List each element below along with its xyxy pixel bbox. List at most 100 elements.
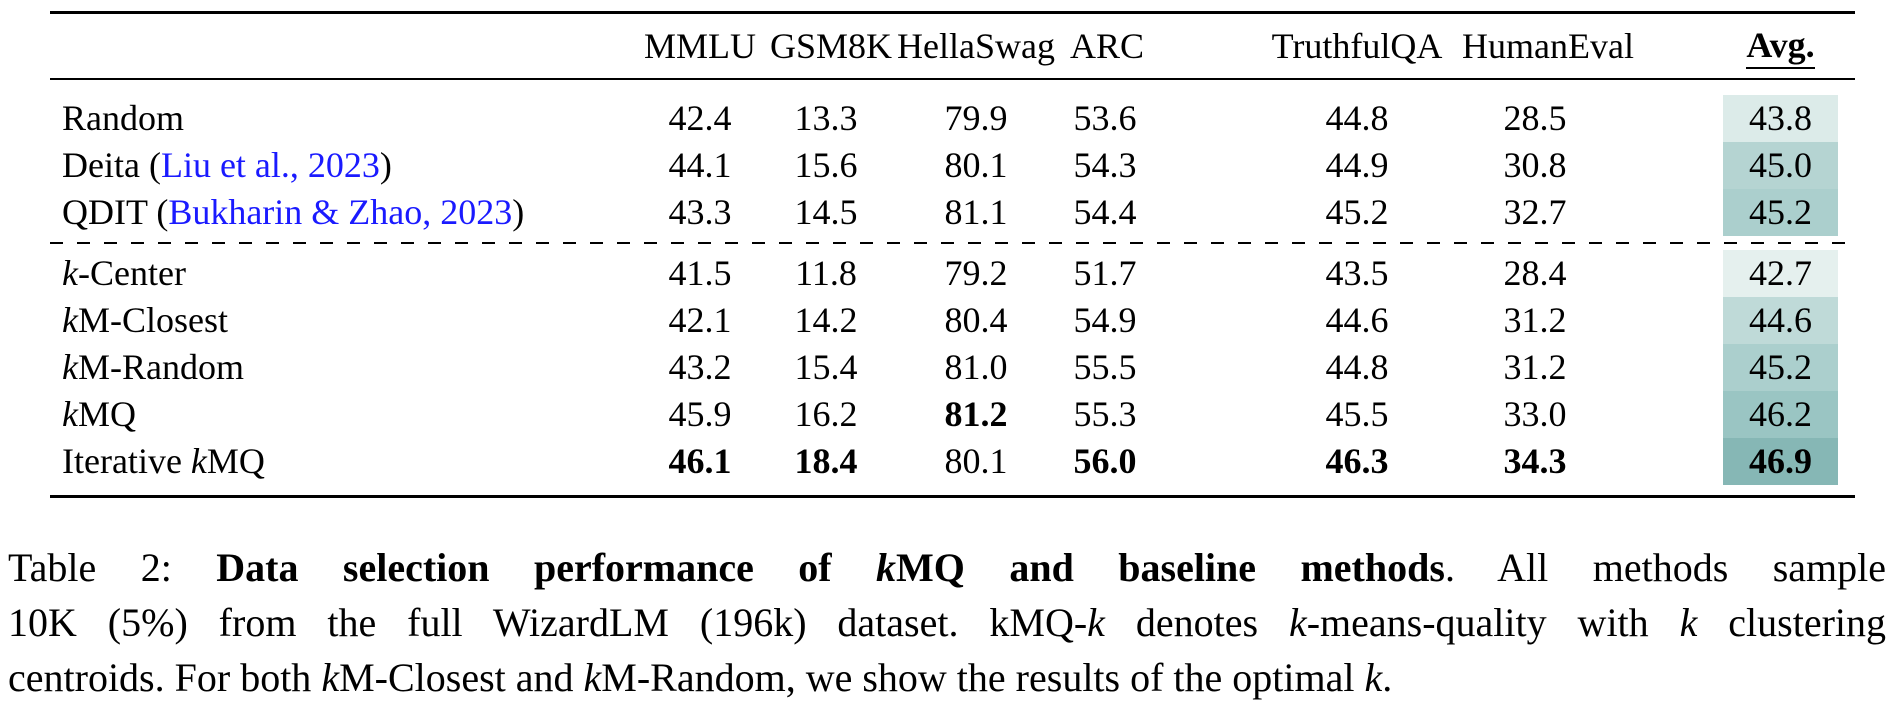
method-cell: QDIT (Bukharin & Zhao, 2023) — [50, 189, 630, 236]
score-cell: 44.8 — [1325, 347, 1389, 387]
score-cell: 55.5 — [1073, 347, 1137, 387]
text-segment: M-Random — [77, 347, 244, 387]
score-cell: 80.4 — [944, 300, 1008, 340]
table-header-row: MMLU GSM8K HellaSwag ARC TruthfulQA Huma… — [50, 14, 1855, 78]
score-cell: 30.8 — [1503, 145, 1567, 185]
column-header-mmlu: MMLU — [643, 26, 756, 66]
score-cell: 14.5 — [794, 192, 858, 232]
score-cell: 31.2 — [1503, 300, 1567, 340]
text-segment: Table 2: — [8, 545, 217, 590]
column-header-humaneval: HumanEval — [1462, 26, 1634, 66]
score-cell: 55.3 — [1073, 394, 1137, 434]
text-segment: 10K (5%) from the full WizardLM (196k) d… — [8, 600, 1088, 645]
text-segment: -Center — [77, 253, 186, 293]
text-segment: k — [62, 253, 78, 293]
score-cell: 45.9 — [668, 394, 732, 434]
score-cell: 45.5 — [1325, 394, 1389, 434]
text-segment: QDIT ( — [62, 192, 169, 232]
score-cell: 81.1 — [944, 192, 1008, 232]
score-cell: 80.1 — [944, 145, 1008, 185]
method-cell: Random — [50, 95, 630, 142]
text-segment: Random — [62, 98, 184, 138]
dashed-line — [50, 242, 1855, 244]
score-cell: 28.5 — [1503, 98, 1567, 138]
table-row: Iterative kMQ 46.1 18.4 80.1 56.0 46.3 34.3 46.… — [50, 438, 1855, 485]
column-header-gsm8k: GSM8K — [770, 26, 893, 66]
method-cell: kMQ — [50, 391, 630, 438]
method-cell: Deita (Liu et al., 2023) — [50, 142, 630, 189]
column-header-arc: ARC — [1070, 26, 1145, 66]
score-cell: 16.2 — [794, 394, 858, 434]
score-cell: 43.5 — [1325, 253, 1389, 293]
score-cell: 81.2 — [944, 394, 1008, 434]
table-header-rule — [50, 78, 1855, 80]
method-cell: k-Center — [50, 250, 630, 297]
text-segment: M-Closest — [77, 300, 228, 340]
table-row: Deita (Liu et al., 2023) 44.1 15.6 80.1 54.3… — [50, 142, 1855, 189]
method-cell: kM-Random — [50, 344, 630, 391]
score-cell: 13.3 — [794, 98, 858, 138]
method-cell: Iterative kMQ — [50, 438, 630, 485]
score-cell: 32.7 — [1503, 192, 1567, 232]
text-segment: denotes — [1104, 600, 1289, 645]
text-segment: k — [1364, 655, 1383, 700]
text-segment: k — [583, 655, 602, 700]
score-cell: 28.4 — [1503, 253, 1567, 293]
text-segment: . — [1382, 655, 1393, 700]
score-cell: 42.4 — [668, 98, 732, 138]
table-row: QDIT (Bukharin & Zhao, 2023) 43.3 14.5 81.1… — [50, 189, 1855, 236]
text-segment: k — [62, 394, 78, 434]
caption-line: centroids. For both kM-Closest and kM-Ra… — [8, 650, 1886, 705]
score-cell: 79.2 — [944, 253, 1008, 293]
avg-cell: 44.6 — [1723, 297, 1838, 344]
text-segment: centroids. For both — [8, 655, 322, 700]
score-cell: 14.2 — [794, 300, 858, 340]
table-row: kM-Random 43.2 15.4 81.0 55.5 44.8 31.2 45.2 — [50, 344, 1855, 391]
text-segment: MQ and baseline methods — [896, 545, 1445, 590]
score-cell: 43.3 — [668, 192, 732, 232]
avg-header-label: Avg. — [1746, 24, 1815, 69]
text-segment: MQ — [77, 394, 136, 434]
score-cell: 43.2 — [668, 347, 732, 387]
score-cell: 45.2 — [1325, 192, 1389, 232]
text-segment: k — [876, 545, 897, 590]
score-cell: 31.2 — [1503, 347, 1567, 387]
score-cell: 44.6 — [1325, 300, 1389, 340]
score-cell: 15.6 — [794, 145, 858, 185]
table-row: kM-Closest 42.1 14.2 80.4 54.9 44.6 31.2 44.6 — [50, 297, 1855, 344]
citation-link[interactable]: Liu et al., 2023 — [160, 145, 380, 185]
text-segment: Iterative — [62, 441, 191, 481]
table-caption: Table 2: Data selection performance of k… — [8, 540, 1886, 705]
score-cell: 46.3 — [1325, 441, 1389, 481]
text-segment: k — [1087, 600, 1105, 645]
table-row: k-Center 41.5 11.8 79.2 51.7 43.5 28.4 42.7 — [50, 250, 1855, 297]
score-cell: 11.8 — [795, 253, 857, 293]
avg-cell: 43.8 — [1723, 95, 1838, 142]
score-cell: 53.6 — [1073, 98, 1137, 138]
text-segment: k — [321, 655, 340, 700]
kmq-rows-group: k-Center 41.5 11.8 79.2 51.7 43.5 28.4 42.7 kM-C… — [50, 250, 1855, 495]
table-row: kMQ 45.9 16.2 81.2 55.3 45.5 33.0 46.2 — [50, 391, 1855, 438]
caption-line: Table 2: Data selection performance of k… — [8, 540, 1886, 595]
citation-link[interactable]: Bukharin & Zhao, 2023 — [168, 192, 513, 232]
score-cell: 42.1 — [668, 300, 732, 340]
score-cell: 41.5 — [668, 253, 732, 293]
text-segment: Data selection performance of — [216, 545, 877, 590]
avg-cell: 45.2 — [1723, 344, 1838, 391]
avg-cell: 42.7 — [1723, 250, 1838, 297]
score-cell: 15.4 — [794, 347, 858, 387]
score-cell: 54.3 — [1073, 145, 1137, 185]
score-cell: 44.9 — [1325, 145, 1389, 185]
text-segment: -means-quality with — [1306, 600, 1680, 645]
table-bottom-rule — [50, 495, 1855, 498]
text-segment: k — [62, 347, 78, 387]
avg-cell: 46.9 — [1723, 438, 1838, 485]
text-segment: . All methods sample — [1444, 545, 1886, 590]
text-segment: M-Random, we show the results of the opt… — [601, 655, 1365, 700]
text-segment: ) — [512, 192, 525, 232]
text-segment: ) — [379, 145, 392, 185]
score-cell: 44.1 — [668, 145, 732, 185]
table-row: Random 42.4 13.3 79.9 53.6 44.8 28.5 43.8 — [50, 95, 1855, 142]
score-cell: 34.3 — [1503, 441, 1567, 481]
text-segment: MQ — [206, 441, 265, 481]
